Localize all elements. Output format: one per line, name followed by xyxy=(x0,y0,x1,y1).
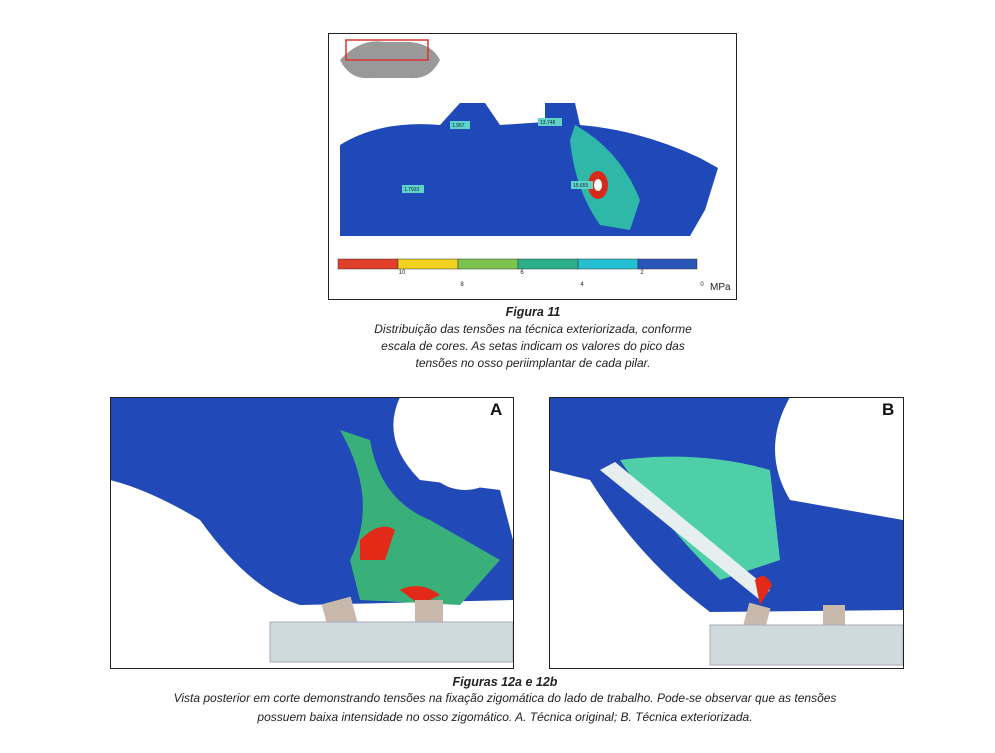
scale-label: 4 xyxy=(580,282,584,288)
thumbnail-highlight xyxy=(345,39,429,61)
caption-line: Distribuição das tensões na técnica exte… xyxy=(374,322,692,336)
panel-frame xyxy=(549,397,904,669)
scale-unit: MPa xyxy=(710,282,731,293)
annotation: 13.748 xyxy=(540,120,556,126)
implant-hole xyxy=(594,179,602,191)
scale-segment xyxy=(637,258,698,270)
caption-line: tensões no osso periimplantar de cada pi… xyxy=(415,356,650,370)
color-scale xyxy=(337,258,698,270)
figure-title: Figura 11 xyxy=(506,305,561,319)
caption-line: possuem baixa intensidade no osso zigomá… xyxy=(256,710,752,724)
scale-labels: 10 8 6 4 2 0 xyxy=(399,270,705,288)
scale-segment xyxy=(337,258,399,270)
panel-a-image xyxy=(110,397,513,668)
figure-title: Figuras 12a e 12b xyxy=(453,675,558,689)
panel-frame xyxy=(110,397,514,669)
panel-label: B xyxy=(882,400,894,419)
panel-label: A xyxy=(490,400,502,419)
scale-label: 2 xyxy=(640,270,644,276)
annotation-box xyxy=(571,181,593,189)
annotation: 1.7933 xyxy=(404,187,420,193)
scale-segment xyxy=(457,258,519,270)
scale-label: 0 xyxy=(700,282,704,288)
scale-segment xyxy=(397,258,459,270)
annotation: 1.967 xyxy=(452,123,465,129)
scale-label: 8 xyxy=(460,282,464,288)
annotation-box xyxy=(450,121,470,129)
caption-line: Vista posterior em corte demonstrando te… xyxy=(174,691,837,705)
scale-label: 10 xyxy=(399,270,406,276)
annotation: 15.655 xyxy=(573,183,589,189)
scale-segment xyxy=(577,258,639,270)
scale-segment xyxy=(517,258,579,270)
annotation-box xyxy=(538,118,562,126)
caption-line: escala de cores. As setas indicam os val… xyxy=(381,339,685,353)
annotation-box xyxy=(402,185,424,193)
scale-label: 6 xyxy=(520,270,524,276)
panel-b-image xyxy=(549,397,903,668)
